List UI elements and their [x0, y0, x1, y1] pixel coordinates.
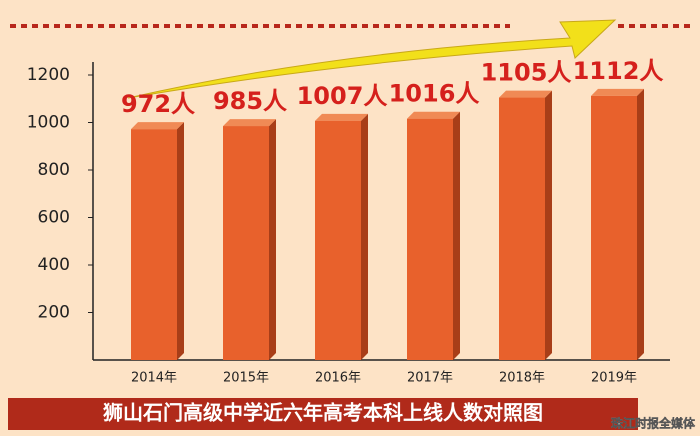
source-watermark: 珠江时报全媒体: [611, 416, 696, 431]
data-label: 985人: [213, 87, 287, 115]
bar-top: [407, 111, 460, 119]
x-tick-label: 2015年: [223, 371, 269, 386]
y-tick-label: 400: [38, 255, 70, 275]
trend-arrow: [127, 19, 617, 99]
data-label: 1112人: [573, 57, 664, 85]
x-tick-label: 2016年: [315, 371, 361, 386]
bar-top: [131, 122, 184, 130]
y-tick-label: 600: [38, 208, 70, 228]
bar-side: [361, 113, 368, 361]
data-label: 1016人: [389, 80, 480, 108]
x-tick-label: 2017年: [407, 371, 453, 386]
y-tick-label: 1200: [27, 65, 70, 85]
bar-side: [177, 122, 184, 361]
y-tick-label: 1000: [27, 113, 70, 133]
x-tick-label: 2014年: [131, 371, 177, 386]
x-tick-label: 2019年: [591, 371, 637, 386]
bar: [591, 95, 637, 361]
bar: [407, 118, 453, 360]
chart-title: 狮山石门高级中学近六年高考本科上线人数对照图: [103, 401, 543, 425]
y-tick-label: 200: [38, 303, 70, 323]
bar: [315, 120, 361, 361]
bar-top: [499, 90, 552, 98]
bar-side: [637, 88, 644, 361]
data-label: 1105人: [481, 59, 572, 87]
data-label: 1007人: [297, 82, 388, 110]
title-banner: [8, 398, 638, 430]
bar-side: [453, 111, 460, 360]
bar: [131, 129, 177, 360]
bar-side: [269, 119, 276, 360]
bar: [223, 126, 269, 360]
bar-top: [315, 113, 368, 121]
bar-top: [591, 88, 644, 96]
bar: [499, 97, 545, 360]
bar-side: [545, 90, 552, 360]
bar-top: [223, 119, 276, 127]
data-label: 972人: [121, 90, 195, 118]
x-tick-label: 2018年: [499, 371, 545, 386]
y-tick-label: 800: [38, 160, 70, 180]
